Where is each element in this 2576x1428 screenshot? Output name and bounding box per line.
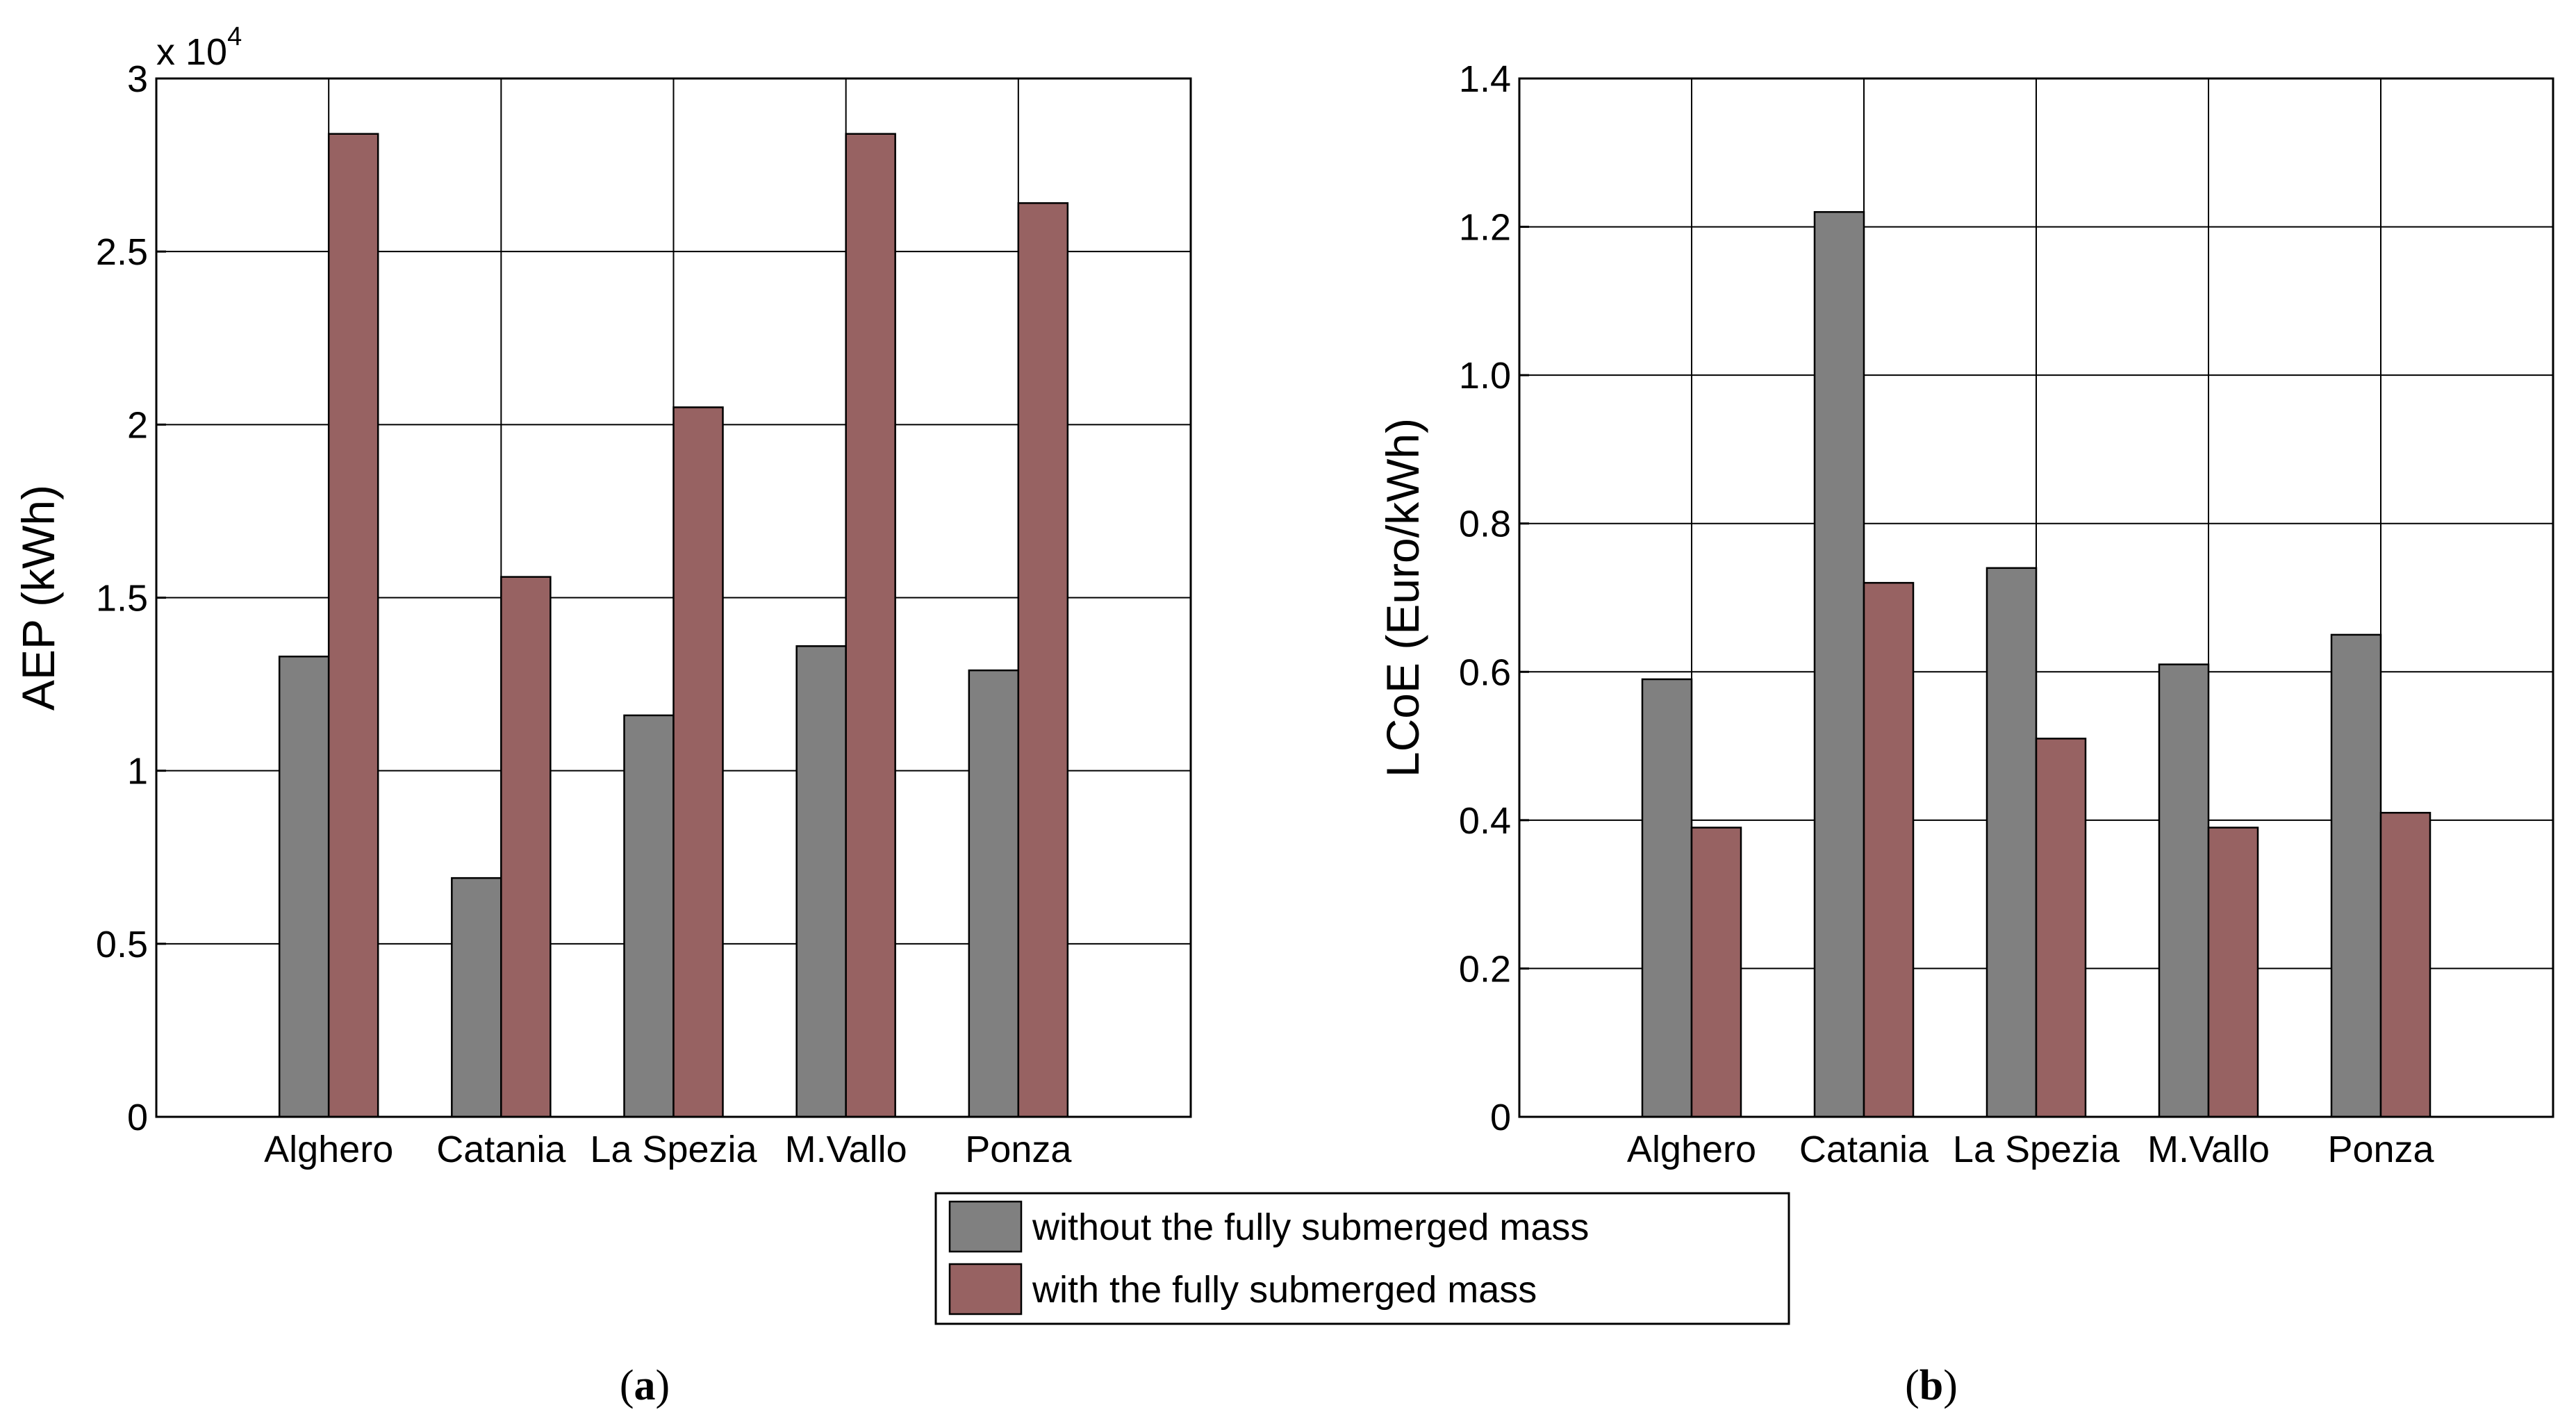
chart-b-xtick-label-1: Catania bbox=[1799, 1129, 1929, 1170]
chart-b-xtick-label-4: Ponza bbox=[2327, 1129, 2434, 1170]
caption-a-letter: a bbox=[634, 1362, 656, 1409]
chart-b-plot-frame bbox=[1518, 77, 2554, 1118]
chart-b-bar-without-1 bbox=[1813, 210, 1865, 1118]
chart-a-y-multiplier-exponent: 4 bbox=[227, 22, 242, 51]
chart-b-bar-without-3 bbox=[2158, 663, 2210, 1118]
chart-b-bar-with-1 bbox=[1863, 581, 1915, 1118]
chart-a-ytick-label-0: 0 bbox=[127, 1097, 148, 1138]
chart-a-bar-with-4 bbox=[1017, 202, 1069, 1118]
chart-b-ytick-label-4: 0.8 bbox=[1459, 504, 1511, 545]
chart-b-bar-without-4 bbox=[2330, 633, 2382, 1118]
chart-a-bar-with-3 bbox=[845, 133, 896, 1118]
chart-b-y-axis-title: LCoE (Euro/kWh) bbox=[1377, 418, 1428, 777]
chart-a-bar-with-1 bbox=[500, 576, 552, 1118]
chart-a-xtick-label-2: La Spezia bbox=[590, 1129, 757, 1170]
chart-a-xtick-label-1: Catania bbox=[436, 1129, 566, 1170]
chart-a-y-multiplier: x 104 bbox=[156, 22, 242, 73]
chart-a-aep: 0 0.5 1 1.5 2 2.5 3 Alghero Catania La Spezia M.Va… bbox=[13, 22, 1192, 1170]
chart-b-ytick-label-7: 1.4 bbox=[1459, 58, 1511, 100]
chart-b-lcoe: 0 0.2 0.4 0.6 0.8 1.0 1.2 1.4 Alghero Catania La S… bbox=[1377, 58, 2554, 1170]
chart-a-bar-without-1 bbox=[451, 877, 502, 1118]
chart-b-bar-with-3 bbox=[2207, 827, 2259, 1118]
chart-b-ytick-label-6: 1.2 bbox=[1459, 207, 1511, 249]
legend-swatch-without bbox=[948, 1200, 1023, 1253]
caption-b: (b) bbox=[1905, 1362, 1958, 1409]
chart-b-ytick-label-2: 0.4 bbox=[1459, 800, 1511, 842]
chart-a-ytick-label-2: 1 bbox=[127, 751, 148, 792]
chart-a-bar-with-0 bbox=[327, 133, 379, 1118]
chart-a-xtick-label-0: Alghero bbox=[264, 1129, 393, 1170]
chart-b-xtick-label-0: Alghero bbox=[1627, 1129, 1756, 1170]
chart-a-bar-without-2 bbox=[623, 714, 675, 1118]
caption-b-letter: b bbox=[1919, 1362, 1943, 1409]
chart-b-ytick-label-5: 1.0 bbox=[1459, 355, 1511, 397]
legend-label-without: without the fully submerged mass bbox=[1032, 1206, 1589, 1248]
chart-a-ytick-label-3: 1.5 bbox=[96, 578, 148, 620]
chart-b-bar-with-0 bbox=[1690, 827, 1742, 1118]
chart-b-bar-without-0 bbox=[1641, 678, 1693, 1118]
chart-a-bar-without-0 bbox=[278, 655, 330, 1118]
chart-a-ytick-label-1: 0.5 bbox=[96, 924, 148, 965]
legend-swatch-with bbox=[948, 1263, 1023, 1315]
chart-a-xtick-label-4: Ponza bbox=[965, 1129, 1072, 1170]
chart-b-bar-with-4 bbox=[2379, 811, 2431, 1118]
chart-a-bar-without-4 bbox=[968, 669, 1020, 1118]
chart-b-ytick-label-0: 0 bbox=[1490, 1097, 1511, 1138]
chart-a-ytick-label-5: 2.5 bbox=[96, 231, 148, 273]
legend: without the fully submerged mass with th… bbox=[934, 1192, 1790, 1325]
chart-a-bar-without-3 bbox=[795, 645, 847, 1118]
chart-b-xtick-label-3: M.Vallo bbox=[2147, 1129, 2270, 1170]
chart-b-bar-with-2 bbox=[2035, 738, 2087, 1118]
legend-box bbox=[934, 1192, 1790, 1325]
chart-b-bar-without-2 bbox=[1985, 567, 2038, 1118]
chart-a-xtick-label-3: M.Vallo bbox=[785, 1129, 907, 1170]
legend-label-with: with the fully submerged mass bbox=[1032, 1269, 1537, 1311]
caption-a: (a) bbox=[620, 1362, 670, 1409]
chart-a-bar-with-2 bbox=[672, 406, 724, 1118]
chart-a-ytick-label-6: 3 bbox=[127, 58, 148, 100]
chart-a-y-multiplier-base: x 10 bbox=[156, 31, 227, 73]
chart-a-y-axis-title: AEP (kWh) bbox=[13, 485, 64, 711]
chart-a-ytick-label-4: 2 bbox=[127, 404, 148, 446]
chart-b-ytick-label-3: 0.6 bbox=[1459, 651, 1511, 693]
chart-b-xtick-label-2: La Spezia bbox=[1953, 1129, 2120, 1170]
chart-b-ytick-label-1: 0.2 bbox=[1459, 948, 1511, 990]
